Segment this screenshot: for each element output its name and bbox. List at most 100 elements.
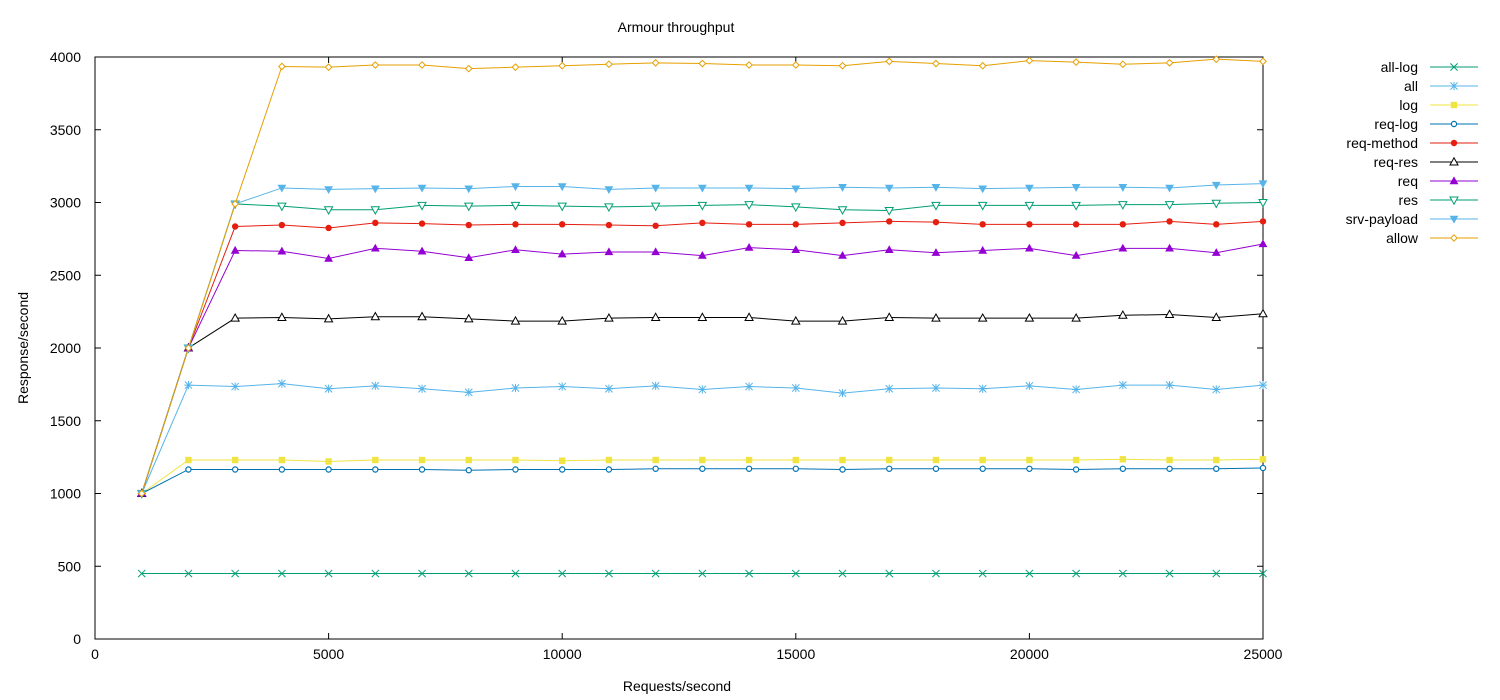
data-point (790, 203, 801, 213)
data-point (651, 381, 660, 390)
data-point (1072, 221, 1080, 228)
data-point (792, 221, 799, 228)
x-tick-label: 5000 (313, 646, 344, 662)
data-point (559, 466, 566, 473)
data-point (931, 201, 941, 211)
data-point (1259, 218, 1267, 225)
data-point (931, 184, 941, 192)
data-point (1450, 234, 1458, 242)
data-point (1025, 381, 1034, 390)
data-point (418, 569, 426, 578)
data-point (1212, 569, 1221, 578)
data-point (605, 60, 613, 69)
legend-item: req-res (1374, 154, 1478, 170)
x-tick-label: 15000 (776, 646, 815, 662)
y-tick-label: 3000 (50, 195, 81, 211)
data-point (558, 382, 567, 391)
data-point (744, 184, 754, 193)
data-point (885, 384, 894, 393)
data-point (838, 251, 847, 259)
data-point (510, 315, 521, 325)
data-point (744, 382, 754, 391)
series-req-log (138, 464, 1267, 497)
data-point (231, 466, 239, 473)
data-point (277, 62, 286, 71)
legend-item: all (1404, 78, 1478, 94)
data-point (837, 315, 848, 325)
x-tick-label: 25000 (1244, 646, 1283, 662)
data-point (324, 186, 333, 195)
data-point (1072, 456, 1080, 464)
chart-title: Armour throughput (618, 19, 735, 35)
data-point (277, 184, 287, 193)
data-point (370, 243, 380, 252)
x-tick-label: 0 (91, 646, 99, 662)
data-point (1213, 456, 1220, 464)
data-point (1212, 55, 1221, 64)
data-point (511, 569, 520, 578)
data-point (884, 245, 894, 253)
data-point (1024, 312, 1035, 322)
data-point (790, 315, 801, 325)
data-point (464, 64, 473, 73)
data-point (278, 456, 286, 464)
data-point (510, 201, 521, 211)
data-point (885, 569, 894, 578)
legend-label: req-method (1346, 135, 1418, 151)
plot-frame (94, 56, 1264, 640)
data-point (978, 245, 988, 254)
data-point (744, 201, 754, 210)
data-point (370, 185, 380, 194)
data-point (932, 218, 940, 226)
data-point (839, 219, 846, 227)
data-point (512, 456, 519, 464)
data-point (370, 206, 381, 216)
data-point (1211, 312, 1222, 321)
data-point (839, 456, 846, 464)
data-point (839, 466, 846, 473)
data-point (417, 311, 427, 321)
data-point (604, 247, 614, 256)
data-point (932, 59, 940, 68)
data-point (791, 61, 800, 69)
data-point (792, 465, 800, 472)
data-point (1449, 176, 1459, 185)
legend-label: req-res (1374, 154, 1418, 170)
series-line (141, 183, 1264, 494)
data-point (465, 467, 472, 474)
data-point (650, 202, 661, 212)
data-point (231, 569, 240, 578)
y-tick-label: 2000 (50, 340, 81, 356)
data-point (886, 218, 893, 225)
data-point (277, 312, 287, 321)
y-tick-label: 3500 (50, 122, 81, 138)
data-point (698, 59, 707, 68)
data-point (1119, 456, 1127, 463)
data-point (277, 202, 287, 212)
series-all (137, 379, 1268, 498)
data-point (1450, 139, 1458, 147)
data-point (417, 201, 427, 211)
series-line (141, 58, 1264, 494)
data-point (559, 221, 566, 228)
data-point (1026, 465, 1033, 472)
data-point (745, 465, 753, 472)
data-point (1165, 569, 1174, 578)
data-point (464, 388, 473, 397)
data-point (697, 201, 708, 211)
data-point (978, 384, 987, 393)
data-point (278, 221, 286, 229)
data-point (372, 219, 379, 227)
data-point (884, 312, 895, 321)
data-point (1449, 81, 1459, 91)
data-point (604, 312, 614, 322)
legend-item: srv-payload (1346, 211, 1478, 227)
data-point (231, 223, 239, 230)
y-tick-label: 1000 (50, 486, 81, 502)
y-axis-ticks: 0 500 1000 1500 2000 2500 3000 3500 4000 (50, 49, 1263, 647)
series-all-log (137, 569, 1267, 578)
data-point (1166, 218, 1173, 225)
data-point (511, 383, 520, 393)
series-res (136, 199, 1268, 499)
data-point (558, 569, 567, 578)
